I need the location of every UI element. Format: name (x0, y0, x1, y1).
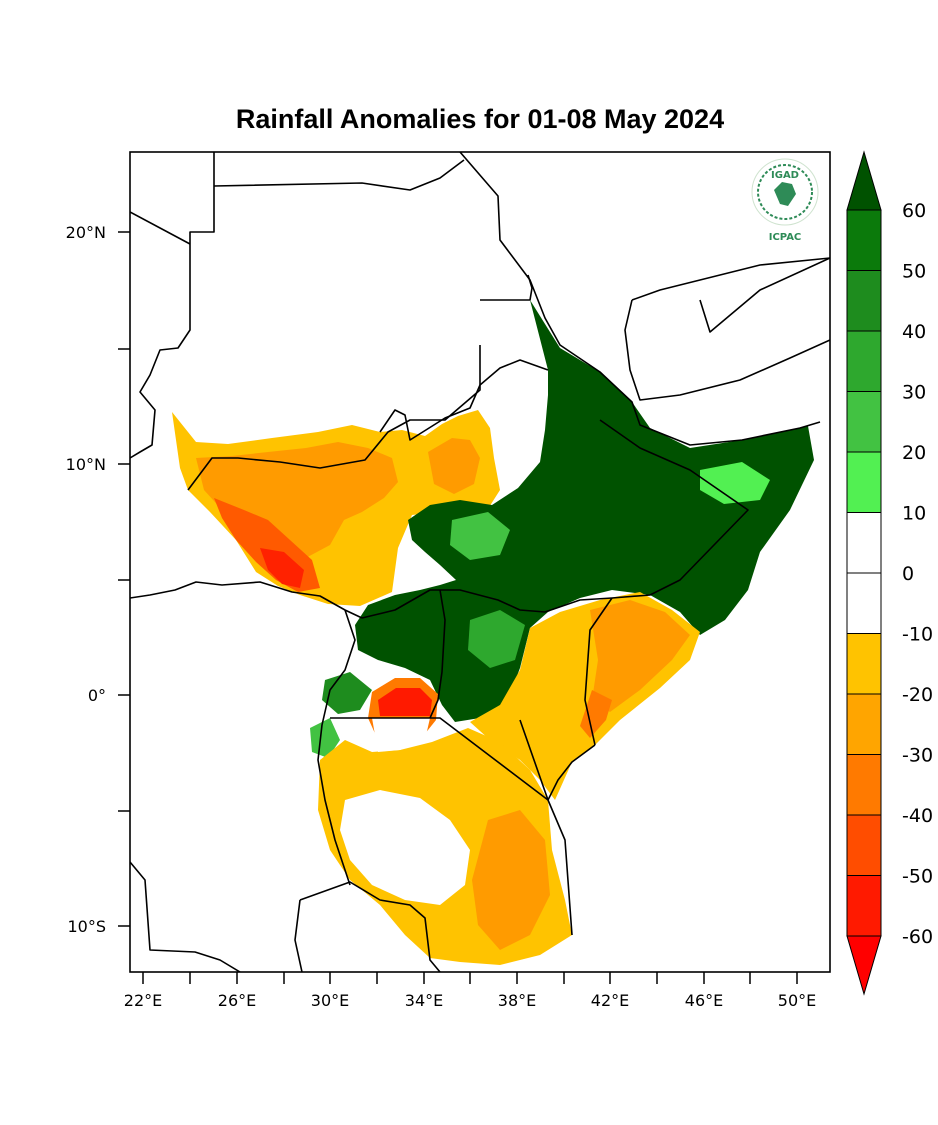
lake-victoria-water (372, 718, 430, 752)
lon-label-30e: 30°E (311, 991, 349, 1010)
extreme-ring-lake-victoria (378, 688, 432, 716)
colorbar-label: -20 (902, 684, 933, 706)
colorbar-label: -10 (902, 624, 933, 646)
colorbar-label: -30 (902, 745, 933, 767)
anomaly-field (172, 300, 814, 965)
colorbar-label: -60 (902, 926, 933, 948)
colorbar-labels: 60 50 40 30 20 10 0 -10 -20 -30 -40 -50 -60 (902, 200, 933, 948)
lon-label-22e: 22°E (124, 991, 162, 1010)
latitude-axis (118, 231, 130, 927)
lon-label-34e: 34°E (405, 991, 443, 1010)
drier-region-eastern-sudan (428, 438, 480, 494)
colorbar-label: 40 (902, 321, 926, 343)
colorbar-box (846, 270, 882, 332)
colorbar-box (846, 572, 882, 634)
colorbar-box (846, 391, 882, 453)
lat-label-10s: 10°S (67, 917, 106, 936)
lat-label-20n: 20°N (66, 223, 106, 242)
colorbar-box (846, 330, 882, 392)
lat-label-10n: 10°N (66, 455, 106, 474)
lon-label-50e: 50°E (778, 991, 816, 1010)
light-wet-patch-2 (700, 462, 770, 504)
wet-patch-west-uganda (322, 672, 372, 714)
colorbar-box (846, 209, 882, 271)
colorbar-box (846, 814, 882, 876)
logo-icpac-text: ICPAC (769, 232, 802, 243)
colorbar-label: 10 (902, 503, 926, 525)
plot-frame (129, 151, 831, 973)
colorbar-bottom-arrow (846, 935, 882, 996)
lat-label-0: 0° (88, 686, 106, 705)
colorbar-label: 0 (902, 563, 914, 585)
igad-icpac-logo: IGAD ICPAC (751, 158, 819, 243)
colorbar-label: -40 (902, 805, 933, 827)
colorbar-label: -50 (902, 866, 933, 888)
colorbar-top-arrow (846, 150, 882, 211)
light-wet-patch-1 (450, 512, 510, 560)
colorbar-box (846, 633, 882, 695)
drier-region-tanzania (472, 810, 550, 950)
lon-label-38e: 38°E (498, 991, 536, 1010)
light-wet-patch-3 (468, 610, 525, 668)
very-dry-region-south-somalia (580, 690, 612, 738)
lon-label-46e: 46°E (685, 991, 723, 1010)
extreme-dry-spot-car (260, 548, 304, 588)
wet-region-horn-of-africa (355, 300, 814, 722)
colorbar-box (846, 754, 882, 816)
wet-patch-rwanda (310, 718, 340, 758)
logo-igad-text: IGAD (771, 170, 799, 181)
colorbar (846, 150, 882, 996)
longitude-axis (142, 972, 798, 984)
colorbar-box (846, 512, 882, 574)
near-normal-central-tanzania (340, 790, 470, 905)
map-title: Rainfall Anomalies for 01-08 May 2024 (235, 104, 725, 134)
colorbar-box (846, 693, 882, 755)
colorbar-label: 60 (902, 200, 926, 222)
country-borders (130, 152, 830, 972)
lon-label-42e: 42°E (591, 991, 629, 1010)
lon-label-26e: 26°E (218, 991, 256, 1010)
colorbar-label: 50 (902, 261, 926, 283)
colorbar-box (846, 875, 882, 937)
colorbar-box (846, 451, 882, 513)
colorbar-label: 30 (902, 382, 926, 404)
colorbar-label: 20 (902, 442, 926, 464)
drier-region-kenya-somalia (590, 600, 690, 712)
